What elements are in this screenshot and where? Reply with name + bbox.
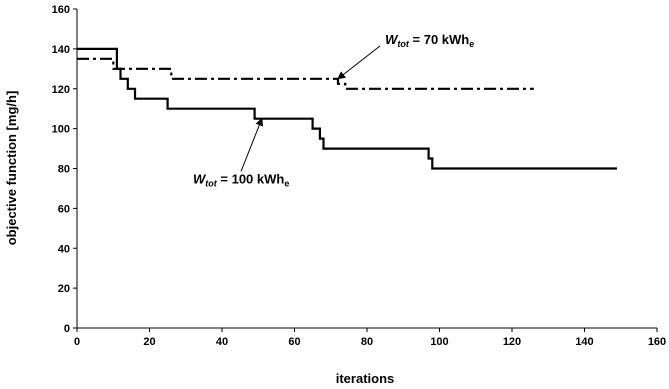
x-tick-label: 40 [216, 336, 228, 348]
y-tick-label: 80 [58, 164, 70, 176]
ticks: 0 20 40 60 80 100 120 140 160 0 20 40 60 80 100 120 140 1… [52, 4, 667, 348]
annotations: Wtot = 70 kWhe Wtot = 100 kWhe [193, 32, 474, 189]
y-axis-label: objective function [mg/h] [4, 91, 19, 246]
series-line-2 [77, 57, 534, 90]
annotation-label-2: Wtot = 100 kWhe [193, 171, 289, 188]
x-tick-label: 20 [143, 336, 155, 348]
y-tick-label: 120 [52, 84, 70, 96]
y-tick-label: 40 [58, 243, 70, 255]
y-tick-label: 160 [52, 4, 70, 16]
x-tick-label: 160 [648, 336, 666, 348]
y-tick-label: 0 [64, 323, 70, 335]
x-tick-label: 80 [361, 336, 373, 348]
x-tick-label: 140 [575, 336, 593, 348]
x-tick-label: 120 [503, 336, 521, 348]
annotation-arrow-1 [337, 45, 381, 80]
x-tick-label: 60 [288, 336, 300, 348]
annotation-arrow-2 [240, 117, 264, 172]
x-tick-label: 0 [74, 336, 80, 348]
y-tick-label: 100 [52, 124, 70, 136]
x-axis-label: iterations [336, 371, 395, 386]
series-line-1 [77, 47, 618, 170]
y-tick-label: 140 [52, 44, 70, 56]
annotation-label-1: Wtot = 70 kWhe [385, 32, 474, 49]
y-tick-label: 20 [58, 283, 70, 295]
series-group [77, 47, 618, 170]
y-tick-label: 60 [58, 203, 70, 215]
x-tick-label: 100 [430, 336, 448, 348]
